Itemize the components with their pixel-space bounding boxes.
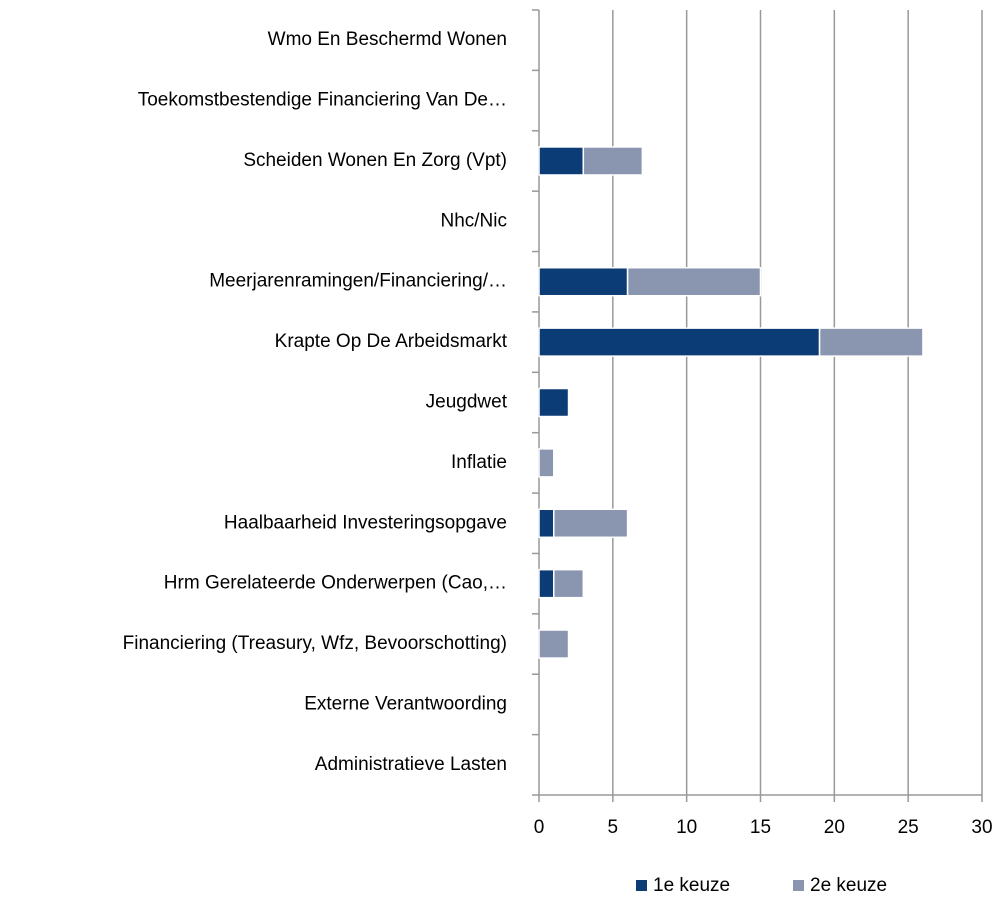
bar-segment	[553, 508, 629, 539]
y-tick-label: Krapte Op De Arbeidsmarkt	[275, 331, 508, 352]
bar-segment	[538, 327, 821, 357]
x-tick-label: 20	[824, 817, 845, 838]
bar-segment	[538, 266, 629, 297]
bar-segment	[553, 568, 585, 599]
y-tick-label: Scheiden Wonen En Zorg (Vpt)	[243, 150, 507, 171]
y-tick-label: Externe Verantwoording	[304, 693, 507, 714]
bar-segment	[538, 146, 585, 176]
y-tick-label: Jeugdwet	[426, 392, 508, 413]
y-tick-label: Nhc/Nic	[440, 210, 507, 231]
y-tick-label: Hrm Gerelateerde Onderwerpen (Cao,…	[164, 573, 507, 594]
bar-segment	[538, 387, 570, 418]
bar-segment	[538, 629, 570, 659]
y-tick-label: Administratieve Lasten	[315, 754, 507, 775]
y-tick-label: Wmo En Beschermd Wonen	[268, 29, 507, 50]
y-tick-label: Financiering (Treasury, Wfz, Bevoorschot…	[123, 633, 507, 654]
bar-segment	[818, 327, 924, 357]
x-tick-label: 30	[971, 817, 992, 838]
legend-swatch	[636, 880, 647, 891]
bar-segment	[626, 266, 762, 297]
y-tick-label: Haalbaarheid Investeringsopgave	[224, 512, 507, 533]
bar-segment	[538, 508, 555, 539]
legend-swatch	[793, 880, 804, 891]
x-tick-label: 15	[750, 817, 771, 838]
y-tick-label: Meerjarenramingen/Financiering/…	[209, 271, 507, 292]
y-tick-label: Inflatie	[451, 452, 507, 473]
bar-segment	[538, 568, 555, 599]
x-tick-label: 5	[608, 817, 619, 838]
x-tick-label: 10	[676, 817, 697, 838]
bar-segment	[538, 448, 555, 478]
x-tick-label: 0	[534, 817, 545, 838]
legend-label: 2e keuze	[810, 875, 887, 896]
x-tick-label: 25	[898, 817, 919, 838]
bar-segment	[582, 146, 644, 176]
y-tick-label: Toekomstbestendige Financiering Van De…	[138, 90, 507, 111]
legend-label: 1e keuze	[653, 875, 730, 896]
